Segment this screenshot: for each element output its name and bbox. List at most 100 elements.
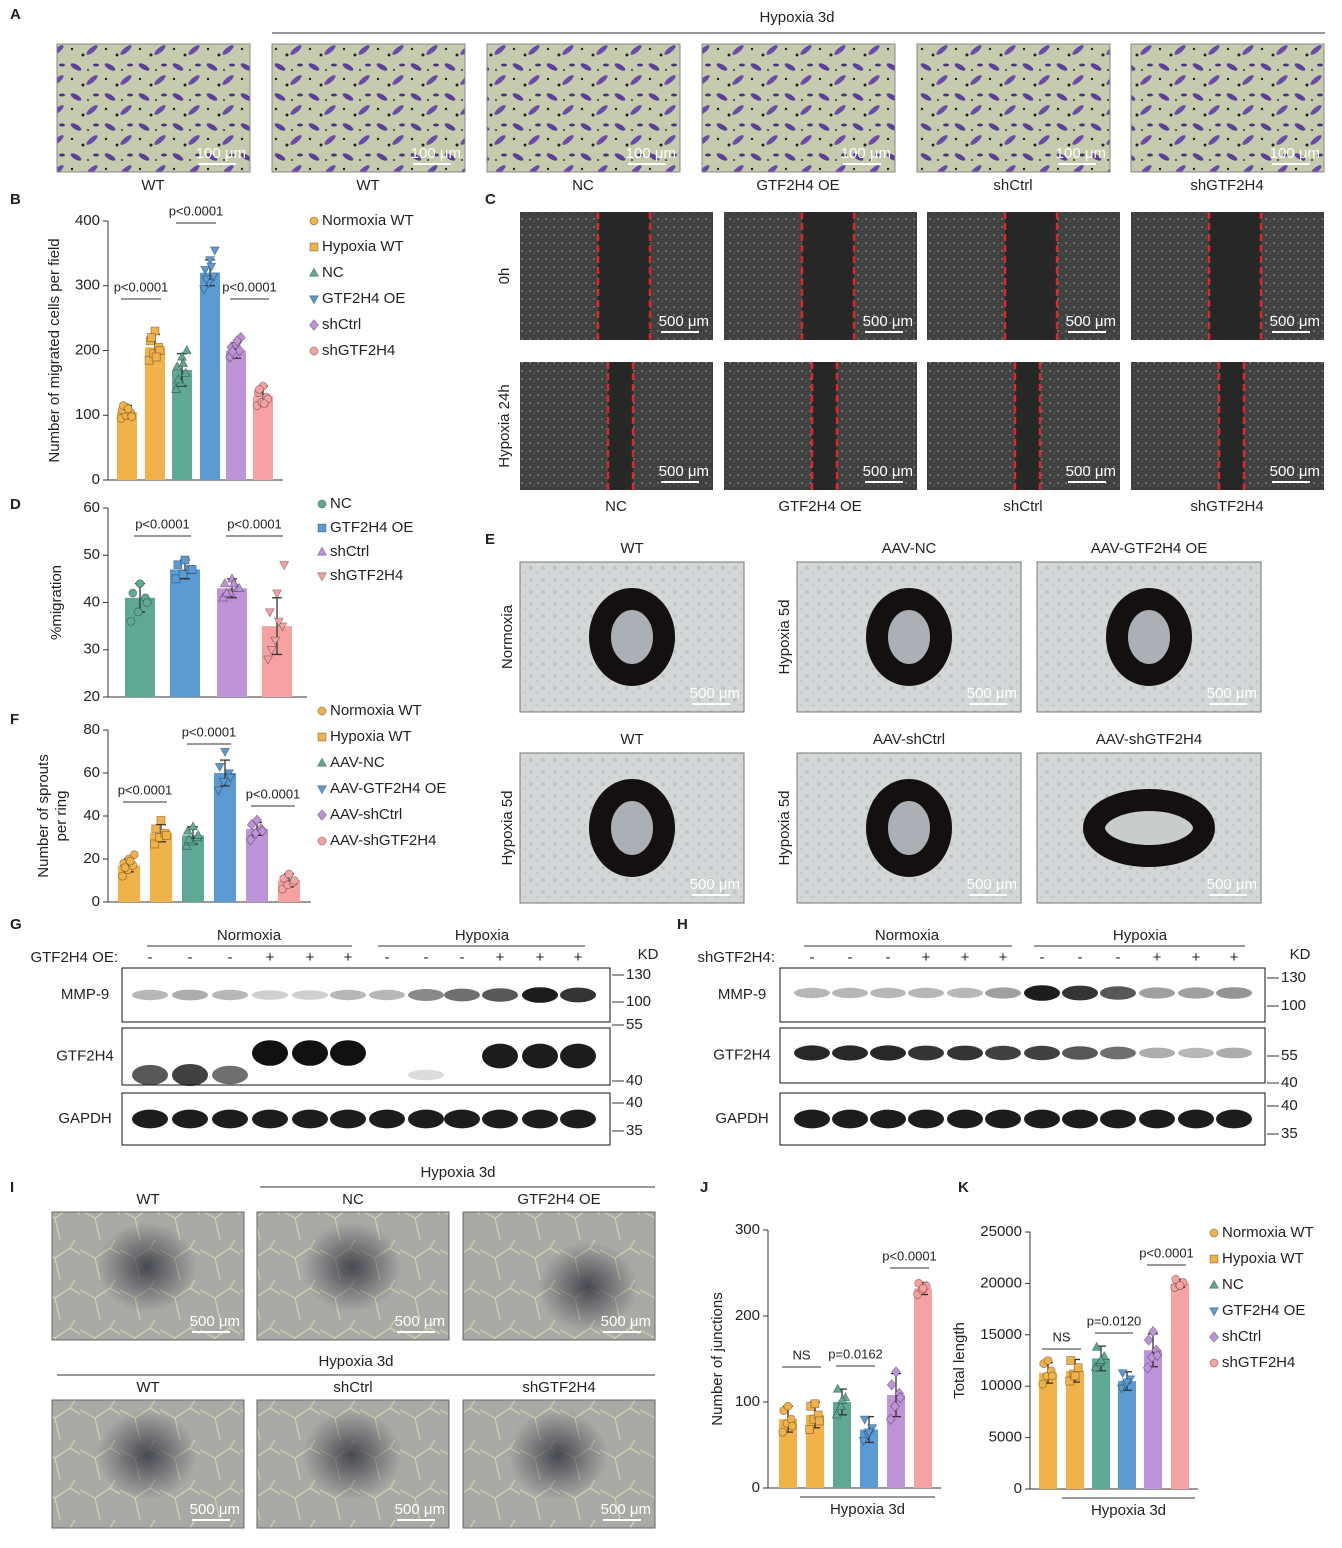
- y-tick-label: 40: [83, 807, 100, 824]
- scale-bar-label: 500 μm: [1270, 313, 1320, 330]
- legend-label: GTF2H4 OE: [330, 519, 413, 536]
- band: [1100, 1046, 1136, 1060]
- group-label: Normoxia: [217, 927, 282, 944]
- band: [1216, 1109, 1252, 1129]
- data-point: [135, 579, 145, 588]
- data-point: [149, 839, 159, 849]
- band: [252, 1040, 288, 1066]
- band: [408, 1069, 444, 1081]
- significance-label: p<0.0001: [135, 516, 190, 531]
- condition-label: Hypoxia 5d: [776, 599, 793, 674]
- band: [252, 990, 288, 1000]
- image-title: WT: [136, 1379, 159, 1396]
- legend-label: AAV-shCtrl: [330, 806, 402, 823]
- band: [330, 1040, 366, 1066]
- band: [369, 989, 405, 1001]
- blot-name: GTF2H4: [713, 1046, 771, 1063]
- band: [132, 1064, 168, 1086]
- scale-bar-label: 100 μm: [1056, 145, 1106, 162]
- band: [560, 987, 596, 1003]
- data-point: [778, 1427, 787, 1437]
- data-point: [228, 577, 239, 588]
- y-axis-label: per ring: [53, 791, 70, 842]
- data-point: [151, 824, 161, 834]
- data-point: [171, 574, 181, 584]
- data-point: [246, 818, 257, 831]
- scale-bar-label: 500 μm: [1207, 685, 1257, 702]
- significance-label: p<0.0001: [169, 203, 224, 218]
- bar: [860, 1429, 878, 1488]
- band: [172, 989, 208, 1001]
- legend-label: NC: [322, 264, 344, 281]
- data-point: [1073, 1363, 1083, 1373]
- tube-center: [538, 1242, 638, 1332]
- scale-bar-label: 500 μm: [659, 313, 709, 330]
- legend-marker: [1209, 1331, 1219, 1343]
- bar: [1039, 1372, 1057, 1489]
- data-point: [183, 834, 195, 844]
- blot-name: MMP-9: [718, 986, 766, 1003]
- y-axis-label: Total length: [951, 1322, 968, 1399]
- data-point: [1090, 1362, 1101, 1372]
- group-label: Hypoxia 3d: [420, 1164, 495, 1181]
- bar: [246, 828, 268, 902]
- scale-bar-label: 500 μm: [1270, 463, 1320, 480]
- scale-bar-label: 500 μm: [659, 463, 709, 480]
- panel-label: A: [10, 6, 21, 23]
- data-point: [178, 357, 189, 368]
- legend-label: Normoxia WT: [322, 212, 414, 229]
- data-point: [836, 1394, 848, 1404]
- scale-bar-label: 500 μm: [601, 1501, 651, 1518]
- data-point: [219, 577, 230, 588]
- micrograph: [271, 43, 466, 173]
- band: [330, 989, 366, 1001]
- scale-bar-label: 500 μm: [1207, 876, 1257, 893]
- data-point: [1070, 1371, 1080, 1381]
- legend-marker: [316, 757, 328, 767]
- significance-label: p<0.0001: [1139, 1245, 1194, 1260]
- y-tick-label: 30: [83, 641, 100, 658]
- y-tick-label: 0: [1014, 1480, 1022, 1497]
- legend-marker: [1209, 1358, 1219, 1368]
- scale-bar-label: 100 μm: [1270, 145, 1320, 162]
- data-point: [225, 773, 236, 783]
- bar: [182, 835, 204, 902]
- bar: [170, 569, 200, 697]
- marker-label: 130: [1281, 969, 1306, 986]
- data-point: [120, 863, 130, 872]
- band: [1178, 1109, 1214, 1129]
- band: [1178, 1047, 1214, 1059]
- data-point: [259, 399, 269, 408]
- aortic-ring: [589, 779, 675, 877]
- data-point: [266, 646, 277, 656]
- image-title: NC: [342, 1191, 364, 1208]
- data-point: [1099, 1350, 1110, 1360]
- aortic-ring: [866, 779, 952, 877]
- group-label: Hypoxia: [455, 927, 510, 944]
- micrograph: [56, 43, 251, 173]
- condition-label: Hypoxia 5d: [499, 790, 516, 865]
- band: [1024, 1045, 1060, 1061]
- data-point: [204, 256, 216, 266]
- data-point: [1116, 1384, 1127, 1394]
- band: [1139, 1047, 1175, 1059]
- data-point: [1121, 1378, 1133, 1388]
- data-point: [831, 1409, 842, 1419]
- band: [444, 1109, 480, 1129]
- data-point: [889, 1400, 900, 1413]
- legend-label: Hypoxia WT: [322, 238, 404, 255]
- bar: [145, 347, 165, 480]
- image-title: shGTF2H4: [522, 1379, 595, 1396]
- band: [132, 1109, 168, 1129]
- bar: [200, 272, 220, 480]
- legend-marker: [317, 836, 327, 846]
- band: [832, 987, 868, 999]
- wound-gap: [1219, 362, 1244, 490]
- micrograph: [1130, 43, 1325, 173]
- legend-marker: [317, 809, 327, 821]
- legend-marker: [317, 523, 327, 533]
- data-point: [257, 825, 268, 837]
- data-point: [176, 351, 188, 361]
- band: [522, 1043, 558, 1069]
- y-axis-label: %migration: [48, 565, 65, 640]
